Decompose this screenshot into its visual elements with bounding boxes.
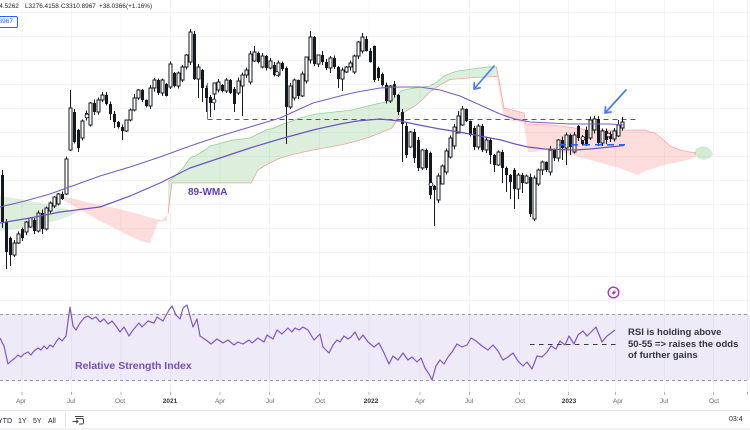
svg-text:2022: 2022 (364, 398, 379, 405)
svg-text:Jul: Jul (465, 398, 474, 405)
svg-text:Apr: Apr (16, 398, 27, 405)
svg-text:Oct: Oct (315, 398, 325, 405)
svg-text:Oct: Oct (709, 398, 719, 405)
svg-text:03:4: 03:4 (729, 416, 743, 423)
svg-text:Oct: Oct (115, 398, 125, 405)
svg-text:All: All (48, 418, 56, 425)
svg-text:YTD: YTD (0, 418, 12, 425)
svg-text:2023: 2023 (562, 398, 577, 405)
svg-text:Apr: Apr (613, 398, 624, 405)
svg-text:Jul: Jul (660, 398, 669, 405)
svg-text:Apr: Apr (215, 398, 226, 405)
svg-text:Oct: Oct (515, 398, 525, 405)
svg-text:Apr: Apr (415, 398, 426, 405)
svg-text:1Y: 1Y (18, 418, 27, 425)
svg-text:2021: 2021 (163, 398, 178, 405)
svg-text:Jul: Jul (67, 398, 76, 405)
svg-text:Jul: Jul (266, 398, 275, 405)
svg-text:5Y: 5Y (33, 418, 42, 425)
